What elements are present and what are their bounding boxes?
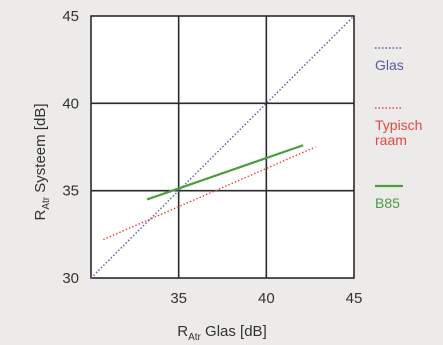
tick-labels: 35 40 45 30 35 40 45	[62, 8, 362, 307]
plot-frame	[90, 15, 355, 279]
series-line-2	[146, 144, 304, 201]
x-tick-label: 45	[346, 290, 363, 307]
legend-label-1: raam	[375, 132, 407, 148]
y-axis-label: RAtr Systeem [dB]	[32, 104, 52, 221]
x-tick-label: 40	[258, 290, 275, 307]
series-layer	[90, 15, 355, 279]
legend-label-2: B85	[375, 195, 400, 211]
legend-label-0: Glas	[375, 57, 404, 73]
x-tick-label: 35	[170, 290, 187, 307]
x-axis-label: RAtr Glas [dB]	[177, 323, 266, 343]
series-line-1	[102, 146, 316, 241]
legend-label-1: Typisch	[375, 117, 422, 133]
y-tick-label: 35	[62, 183, 79, 200]
y-tick-label: 30	[62, 270, 79, 287]
y-tick-label: 40	[62, 95, 79, 112]
grid	[90, 15, 355, 279]
series-line-0	[90, 15, 355, 279]
y-tick-label: 45	[62, 8, 79, 25]
